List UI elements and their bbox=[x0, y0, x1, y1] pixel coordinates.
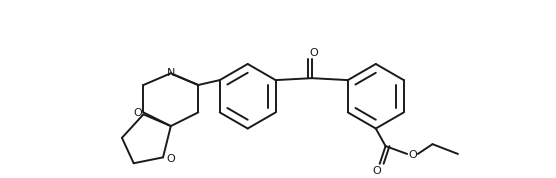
Text: N: N bbox=[167, 68, 175, 78]
Text: O: O bbox=[373, 166, 381, 176]
Text: O: O bbox=[133, 108, 142, 118]
Text: O: O bbox=[409, 150, 418, 160]
Text: O: O bbox=[166, 154, 175, 164]
Text: O: O bbox=[309, 48, 318, 58]
